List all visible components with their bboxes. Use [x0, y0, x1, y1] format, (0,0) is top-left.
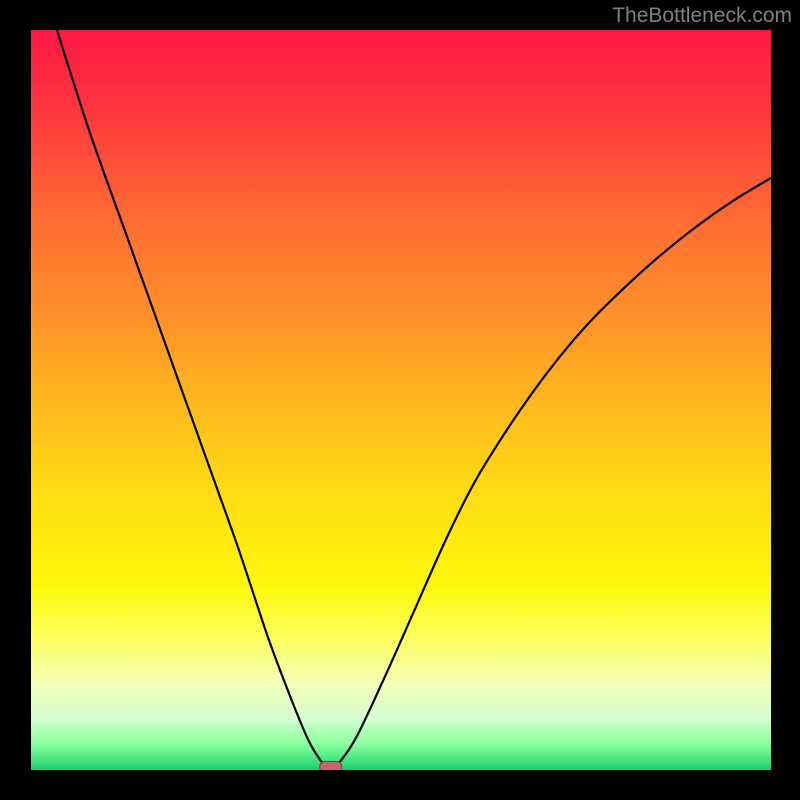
- minimum-marker: [320, 762, 342, 770]
- gradient-background: [31, 30, 771, 770]
- bottleneck-chart: TheBottleneck.com: [0, 0, 800, 800]
- watermark-text: TheBottleneck.com: [612, 4, 792, 28]
- plot-area: [31, 30, 771, 770]
